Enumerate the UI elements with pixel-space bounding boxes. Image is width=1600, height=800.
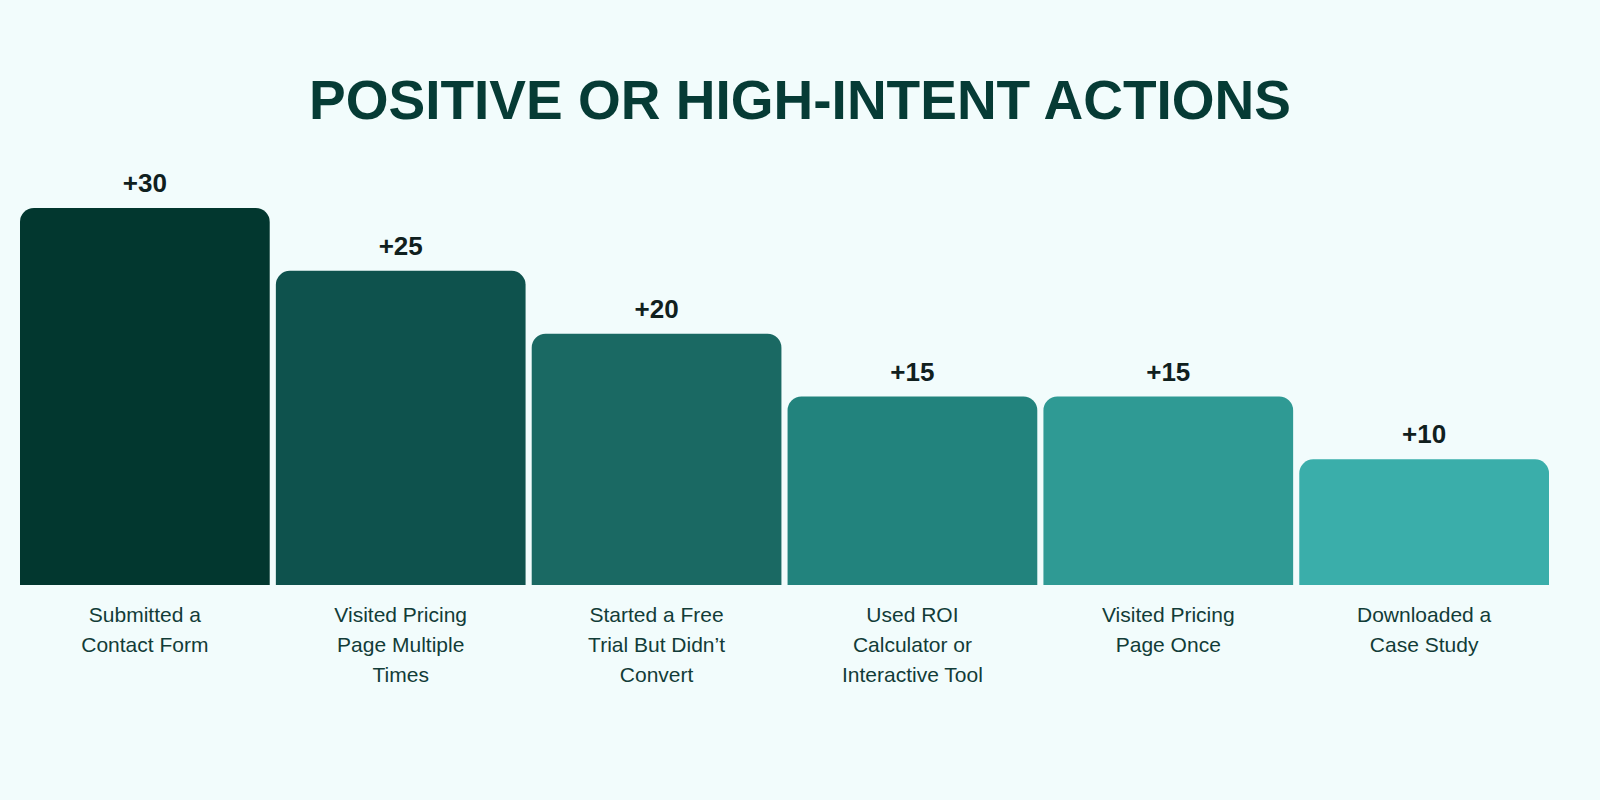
bar bbox=[20, 208, 270, 585]
x-tick-label-line: Times bbox=[373, 663, 429, 686]
x-tick-label-line: Downloaded a bbox=[1357, 603, 1492, 626]
x-tick-labels: Submitted a Contact Form Visited Pricing Pa… bbox=[81, 603, 1491, 686]
bar bbox=[532, 334, 782, 585]
data-label: +10 bbox=[1402, 419, 1446, 449]
data-label: +15 bbox=[890, 357, 934, 387]
background bbox=[0, 0, 1600, 800]
bar bbox=[1299, 459, 1549, 585]
x-tick-label-line: Contact Form bbox=[81, 633, 208, 656]
x-tick-label: Visited Pricing Page Multiple Times bbox=[334, 603, 467, 686]
x-tick-label: Started a Free Trial But Didn’t Convert bbox=[588, 603, 725, 686]
x-tick-label-line: Used ROI bbox=[866, 603, 958, 626]
x-tick-label-line: Case Study bbox=[1370, 633, 1479, 656]
data-label: +15 bbox=[1146, 357, 1190, 387]
x-tick-label-line: Convert bbox=[620, 663, 694, 686]
x-tick-label-line: Page Multiple bbox=[337, 633, 464, 656]
x-tick-label-line: Page Once bbox=[1116, 633, 1221, 656]
x-tick-label-line: Calculator or bbox=[853, 633, 972, 656]
x-tick-label-line: Started a Free bbox=[589, 603, 723, 626]
x-tick-label: Downloaded a Case Study bbox=[1357, 603, 1492, 656]
bar bbox=[788, 397, 1038, 586]
x-tick-label: Visited Pricing Page Once bbox=[1102, 603, 1235, 656]
data-label: +25 bbox=[379, 231, 423, 261]
title: POSITIVE OR HIGH-INTENT ACTIONS bbox=[309, 69, 1291, 131]
x-tick-label-line: Visited Pricing bbox=[334, 603, 467, 626]
bar bbox=[276, 271, 526, 585]
x-tick-label: Used ROI Calculator or Interactive Tool bbox=[842, 603, 983, 686]
data-label: +30 bbox=[123, 168, 167, 198]
x-tick-label-line: Visited Pricing bbox=[1102, 603, 1235, 626]
bars bbox=[20, 208, 1549, 585]
x-tick-label-line: Interactive Tool bbox=[842, 663, 983, 686]
x-tick-label: Submitted a Contact Form bbox=[81, 603, 208, 656]
bar bbox=[1043, 397, 1293, 586]
x-tick-label-line: Submitted a bbox=[89, 603, 201, 626]
data-labels: +30 +25 +20 +15 +15 +10 bbox=[123, 168, 1446, 449]
data-label: +20 bbox=[635, 294, 679, 324]
x-tick-label-line: Trial But Didn’t bbox=[588, 633, 725, 656]
chart: POSITIVE OR HIGH-INTENT ACTIONS +30 +25 +20… bbox=[0, 0, 1600, 800]
